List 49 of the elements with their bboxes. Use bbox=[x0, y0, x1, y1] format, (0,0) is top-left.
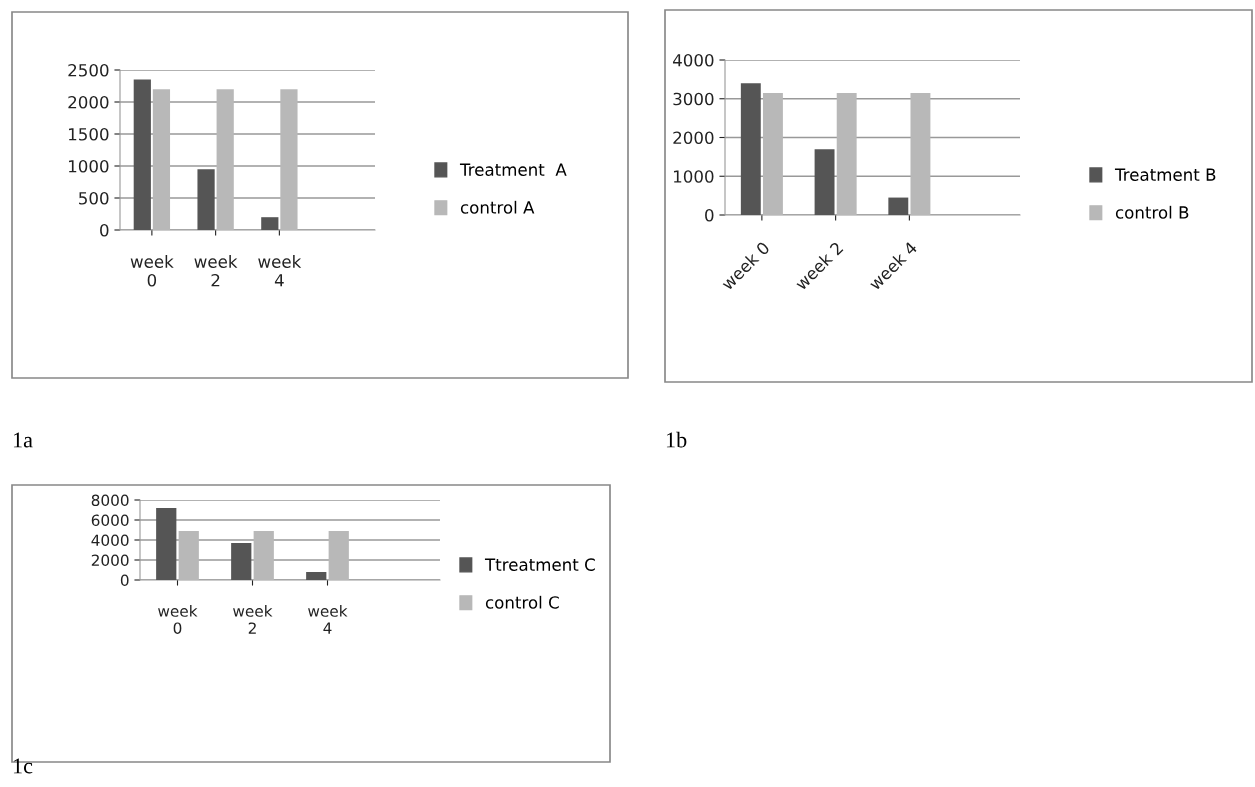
bar bbox=[231, 543, 252, 580]
legend-label: Treatment B bbox=[1114, 168, 1216, 181]
text: 1c bbox=[13, 758, 33, 774]
bar bbox=[253, 531, 274, 580]
bar bbox=[814, 149, 835, 215]
y-tick-label: 0 bbox=[100, 223, 109, 237]
text: 1a bbox=[13, 432, 33, 448]
bar bbox=[152, 89, 171, 230]
bar bbox=[762, 92, 783, 215]
legend-label: control C bbox=[485, 595, 559, 609]
y-tick-label: 1000 bbox=[69, 159, 109, 173]
legend-label: Ttreatment C bbox=[484, 558, 595, 571]
y-tick-label: 2000 bbox=[68, 95, 109, 109]
y-tick-label: 500 bbox=[79, 191, 109, 205]
bar bbox=[178, 531, 199, 580]
bar bbox=[836, 92, 857, 215]
bar bbox=[306, 572, 327, 580]
y-tick-label: 0 bbox=[705, 208, 714, 222]
bar bbox=[888, 197, 909, 215]
text: 1b bbox=[666, 431, 687, 448]
x-tick-label: week 2 bbox=[194, 255, 238, 287]
bar bbox=[261, 217, 279, 230]
y-tick-label: 2500 bbox=[68, 63, 109, 77]
x-tick-label: week 2 bbox=[233, 605, 273, 634]
legend-label: Treatment A bbox=[459, 163, 567, 176]
bar bbox=[280, 89, 298, 230]
y-tick-label: 8000 bbox=[91, 494, 129, 507]
legend-label: control A bbox=[460, 200, 535, 214]
y-tick-label: 4000 bbox=[672, 53, 714, 67]
y-tick-label: 1500 bbox=[69, 127, 109, 141]
y-tick-label: 0 bbox=[120, 574, 129, 587]
bar bbox=[216, 89, 234, 230]
x-tick-label: week 4 bbox=[258, 255, 302, 287]
y-tick-label: 6000 bbox=[91, 514, 129, 527]
legend-label: control B bbox=[1115, 205, 1189, 219]
y-tick-label: 1000 bbox=[674, 170, 714, 183]
x-tick-label: week 0 bbox=[158, 605, 198, 634]
bar bbox=[328, 531, 349, 580]
bar bbox=[133, 79, 151, 230]
bar bbox=[156, 508, 177, 580]
y-tick-label: 2000 bbox=[91, 554, 129, 567]
y-tick-label: 3000 bbox=[673, 92, 714, 106]
x-tick-label: week 4 bbox=[308, 605, 348, 634]
x-tick-label: week 0 bbox=[130, 255, 174, 287]
bar bbox=[910, 92, 931, 215]
bar bbox=[740, 83, 761, 215]
bar bbox=[197, 169, 215, 230]
y-tick-label: 2000 bbox=[673, 131, 714, 145]
y-tick-label: 4000 bbox=[91, 534, 129, 547]
